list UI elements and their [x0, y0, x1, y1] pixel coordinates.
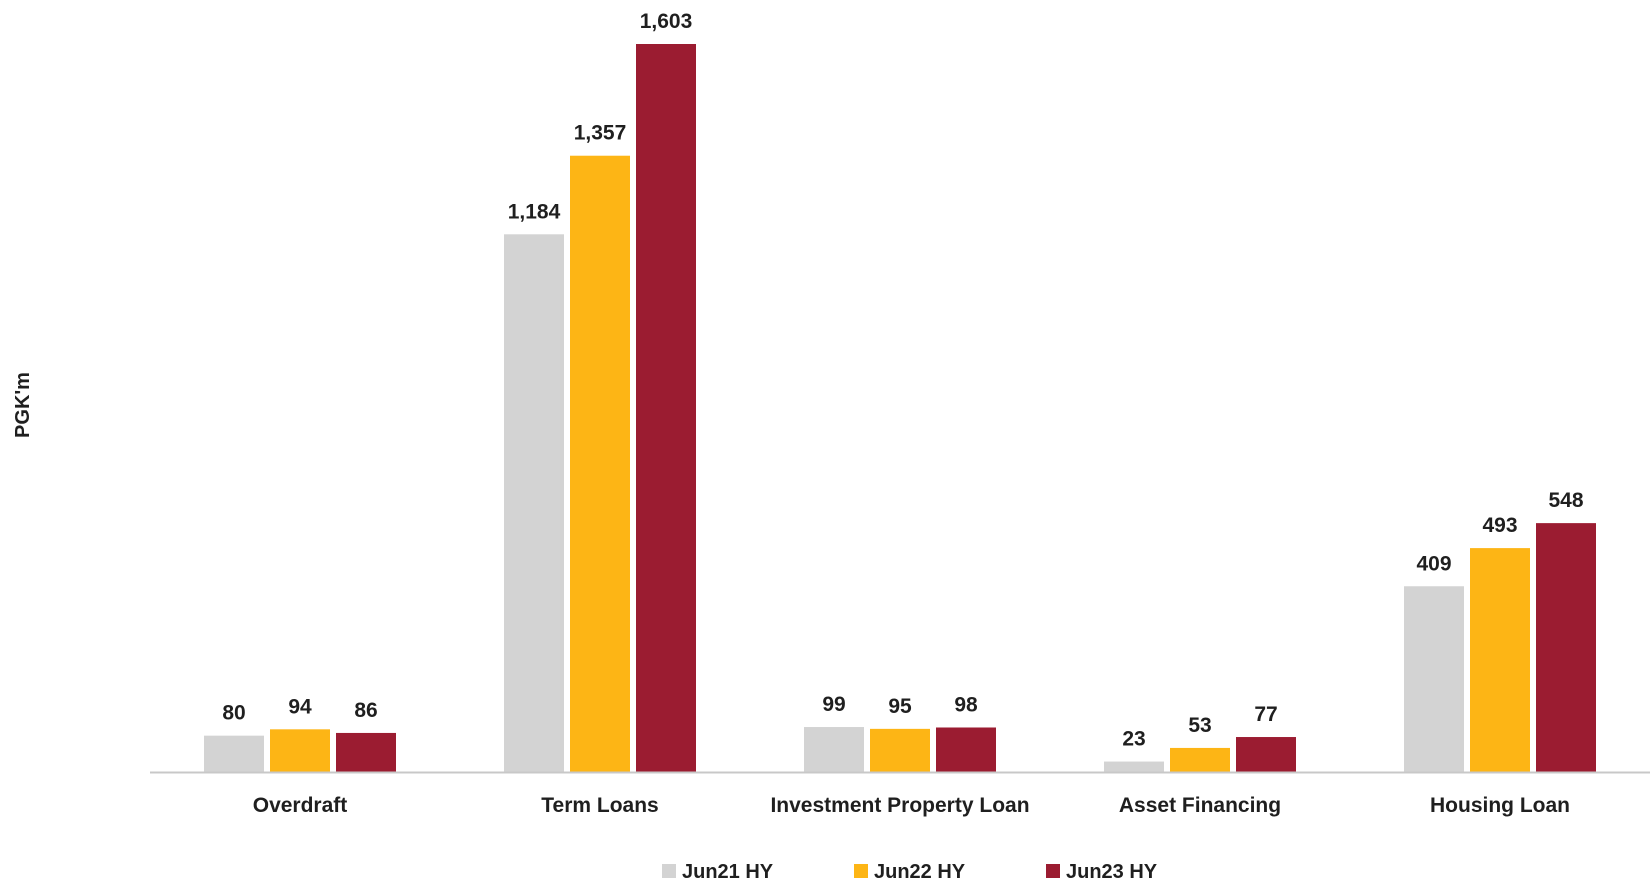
bars-group	[204, 44, 1596, 772]
legend: Jun21 HY Jun22 HY Jun23 HY	[662, 861, 1158, 883]
value-label-term-loans-jun22-hy: 1,357	[574, 122, 627, 145]
value-labels-group: 80 94 86 1,184 1,357 1,603 99 95 98 23 53 77 409 493 5…	[222, 10, 1584, 751]
bar-housing-loan-jun21-hy	[1404, 586, 1464, 772]
bar-investment-property-loan-jun21-hy	[804, 727, 864, 772]
value-label-housing-loan-jun23-hy: 548	[1548, 489, 1583, 512]
value-label-term-loans-jun21-hy: 1,184	[508, 200, 561, 223]
legend-label-jun21-hy: Jun21 HY	[682, 861, 774, 883]
value-label-housing-loan-jun21-hy: 409	[1416, 552, 1451, 575]
legend-swatch-jun21-hy	[662, 864, 676, 878]
value-label-investment-property-loan-jun22-hy: 95	[888, 695, 912, 718]
value-label-overdraft-jun22-hy: 94	[288, 695, 312, 718]
bar-investment-property-loan-jun22-hy	[870, 728, 930, 772]
bar-overdraft-jun23-hy	[336, 732, 396, 772]
bar-term-loans-jun22-hy	[570, 155, 630, 772]
bar-housing-loan-jun22-hy	[1470, 548, 1530, 772]
value-label-investment-property-loan-jun21-hy: 99	[822, 693, 845, 716]
legend-swatch-jun23-hy	[1046, 864, 1060, 878]
bar-housing-loan-jun23-hy	[1536, 523, 1596, 772]
bar-overdraft-jun22-hy	[270, 729, 330, 772]
bar-asset-financing-jun23-hy	[1236, 737, 1296, 772]
category-label-term-loans: Term Loans	[541, 794, 658, 817]
category-label-asset-financing: Asset Financing	[1119, 794, 1281, 817]
value-label-overdraft-jun21-hy: 80	[222, 702, 245, 725]
value-label-asset-financing-jun23-hy: 77	[1254, 703, 1277, 726]
value-label-asset-financing-jun22-hy: 53	[1188, 714, 1211, 737]
bar-overdraft-jun21-hy	[204, 735, 264, 772]
value-label-term-loans-jun23-hy: 1,603	[640, 10, 693, 33]
category-label-investment-property-loan: Investment Property Loan	[770, 794, 1029, 817]
bar-term-loans-jun23-hy	[636, 44, 696, 772]
category-label-housing-loan: Housing Loan	[1430, 794, 1570, 817]
legend-label-jun23-hy: Jun23 HY	[1066, 861, 1158, 883]
legend-swatch-jun22-hy	[854, 864, 868, 878]
value-label-overdraft-jun23-hy: 86	[354, 699, 377, 722]
bar-term-loans-jun21-hy	[504, 234, 564, 772]
value-label-asset-financing-jun21-hy: 23	[1122, 728, 1145, 751]
category-label-overdraft: Overdraft	[253, 794, 348, 817]
bar-investment-property-loan-jun23-hy	[936, 727, 996, 772]
bar-asset-financing-jun21-hy	[1104, 761, 1164, 772]
value-label-housing-loan-jun22-hy: 493	[1482, 514, 1517, 537]
value-label-investment-property-loan-jun23-hy: 98	[954, 693, 978, 716]
bar-asset-financing-jun22-hy	[1170, 747, 1230, 772]
category-labels-group: Overdraft Term Loans Investment Property L…	[253, 794, 1570, 817]
legend-label-jun22-hy: Jun22 HY	[874, 861, 966, 883]
y-axis-label: PGK'm	[12, 372, 34, 438]
